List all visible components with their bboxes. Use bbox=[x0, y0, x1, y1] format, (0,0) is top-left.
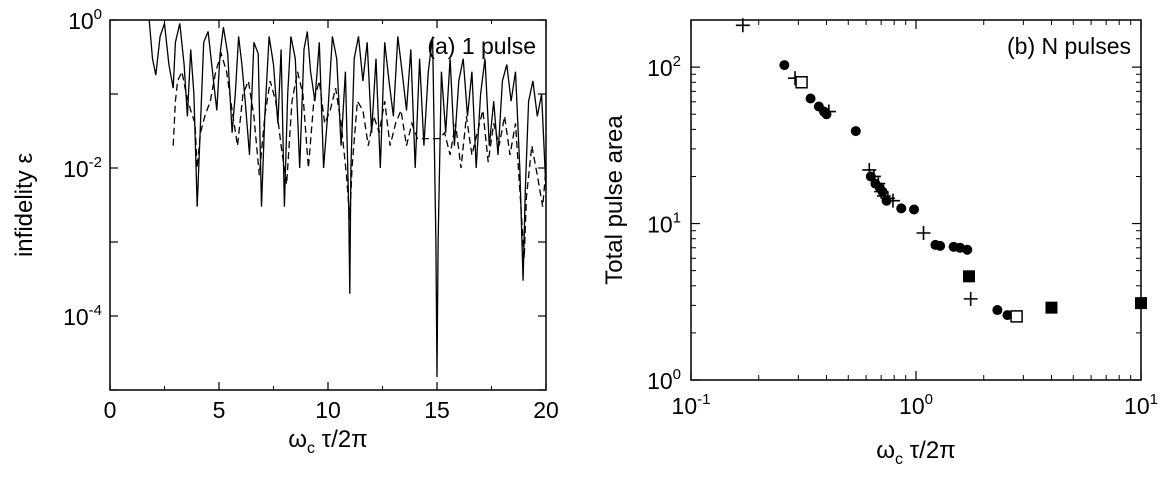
data-point-circle bbox=[962, 244, 973, 255]
data-point-circle bbox=[1002, 310, 1013, 321]
y-tick-label: 10-4 bbox=[63, 302, 102, 330]
data-point-plus bbox=[916, 226, 931, 241]
y-tick-label: 102 bbox=[647, 53, 681, 81]
data-point-open-square bbox=[1010, 310, 1023, 323]
data-point-circle bbox=[821, 109, 832, 120]
data-point-filled-square bbox=[1045, 301, 1058, 314]
data-point-circle bbox=[909, 204, 920, 215]
y-tick-label: 100 bbox=[68, 6, 102, 34]
x-tick-label: 10 bbox=[315, 397, 341, 423]
data-point-filled-square bbox=[962, 270, 975, 283]
panel-annotation: (a) 1 pulse bbox=[427, 33, 536, 59]
y-tick-label: 101 bbox=[647, 210, 681, 238]
data-point-circle bbox=[935, 240, 946, 251]
x-tick-label: 5 bbox=[213, 397, 226, 423]
x-tick-label: 100 bbox=[899, 391, 933, 419]
data-point-open-square bbox=[795, 76, 808, 89]
x-tick-label: 10-1 bbox=[672, 391, 711, 419]
x-tick-label: 101 bbox=[1124, 391, 1158, 419]
data-point-plus bbox=[866, 169, 881, 184]
plot-frame bbox=[109, 19, 547, 391]
plot-frame bbox=[690, 19, 1142, 381]
x-axis-label: ωc τ/2π bbox=[876, 437, 955, 468]
data-point-circle bbox=[896, 203, 907, 214]
y-tick-label: 100 bbox=[647, 366, 681, 394]
panel-a-infidelity-plot: 0 5 10 15 20 100 10-2 10-4 infidelity ε ωc τ/2π (a… bbox=[11, 6, 559, 457]
data-point-plus bbox=[871, 176, 886, 191]
y-tick-label: 10-2 bbox=[63, 154, 102, 182]
data-point-circle bbox=[850, 126, 861, 137]
y-axis-label: infidelity ε bbox=[11, 153, 38, 257]
data-point-circle bbox=[779, 60, 790, 71]
panel-annotation: (b) N pulses bbox=[1007, 33, 1131, 59]
x-tick-label: 15 bbox=[424, 397, 450, 423]
data-point-circle bbox=[805, 93, 816, 104]
x-axis-label: ωc τ/2π bbox=[288, 426, 367, 457]
data-point-filled-square bbox=[1135, 297, 1147, 310]
x-tick-label: 20 bbox=[533, 397, 559, 423]
y-axis-label: Total pulse area bbox=[601, 115, 628, 285]
data-point-plus bbox=[821, 104, 836, 119]
data-point-plus bbox=[963, 291, 978, 306]
solid-series-line bbox=[148, 20, 546, 378]
data-point-plus bbox=[885, 193, 900, 208]
x-tick-label: 0 bbox=[104, 397, 117, 423]
data-point-circle bbox=[992, 305, 1003, 316]
data-point-plus bbox=[735, 18, 750, 33]
